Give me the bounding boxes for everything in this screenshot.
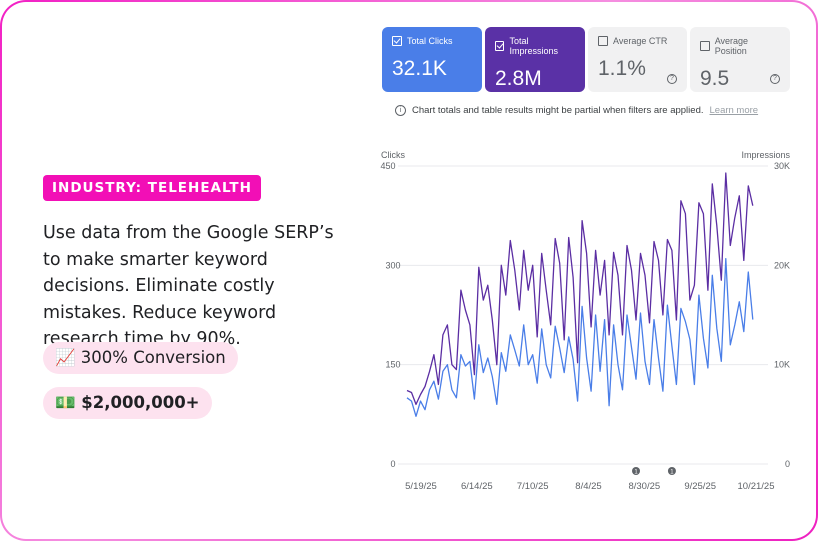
metric-label: Average Position	[714, 36, 749, 56]
help-icon[interactable]: ?	[770, 74, 780, 84]
promo-description: Use data from the Google SERP’s to make …	[43, 223, 334, 349]
metric-label: Average CTR	[613, 36, 668, 46]
industry-badge: INDUSTRY: TELEHEALTH	[43, 175, 261, 201]
metric-value: 9.5	[700, 67, 730, 90]
stat-label: 300% Conversion	[80, 348, 226, 367]
metric-label: Total Impressions	[509, 36, 558, 56]
metric-card-average-ctr[interactable]: Average CTR 1.1% ?	[588, 27, 687, 92]
metric-card-average-position[interactable]: Average Position 9.5 ?	[690, 27, 790, 92]
notice-text: Chart totals and table results might be …	[412, 105, 704, 116]
checkbox-checked-icon[interactable]	[392, 36, 402, 46]
info-icon: i	[395, 105, 406, 116]
metric-card-total-clicks[interactable]: Total Clicks 32.1K	[382, 27, 482, 92]
metric-value: 1.1%	[598, 57, 646, 80]
learn-more-link[interactable]: Learn more	[709, 105, 759, 116]
metric-label: Total Clicks	[407, 36, 453, 46]
metric-value: 32.1K	[392, 57, 447, 80]
dollar-banknote-icon: 💵	[55, 393, 76, 412]
stat-pill-revenue: 💵 $2,000,000+	[43, 387, 212, 419]
metric-card-total-impressions[interactable]: Total Impressions 2.8M	[485, 27, 585, 92]
chart-increasing-icon: 📈	[55, 348, 76, 367]
metric-value: 2.8M	[495, 67, 542, 90]
checkbox-unchecked-icon[interactable]	[598, 36, 608, 46]
filter-notice: i Chart totals and table results might b…	[395, 105, 758, 116]
help-icon[interactable]: ?	[667, 74, 677, 84]
stat-pill-conversion: 📈 300% Conversion	[43, 342, 238, 374]
stat-label: $2,000,000+	[81, 393, 200, 412]
checkbox-checked-icon[interactable]	[495, 41, 505, 51]
checkbox-unchecked-icon[interactable]	[700, 41, 710, 51]
